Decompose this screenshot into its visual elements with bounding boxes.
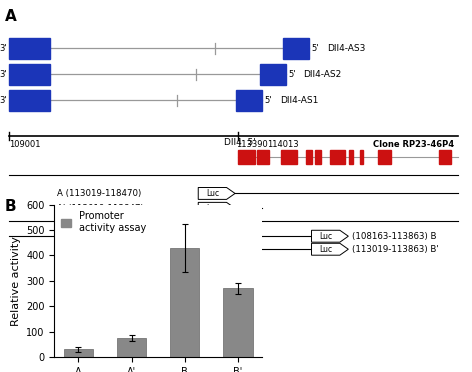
PathPatch shape [198,202,235,214]
PathPatch shape [198,187,235,199]
Bar [306,150,312,164]
Text: Clone RP23-46P4: Clone RP23-46P4 [373,140,454,149]
Text: (113019-113863) B': (113019-113863) B' [352,245,439,254]
Text: 3': 3' [0,70,7,79]
Bar [360,150,363,164]
Text: Luc: Luc [319,232,332,241]
Text: Dll4-AS1: Dll4-AS1 [280,96,318,105]
Text: Luc: Luc [319,245,332,254]
Bar [349,150,353,164]
Text: 114013: 114013 [267,140,298,149]
Bar [260,64,286,84]
Legend: Promoter
activity assay: Promoter activity assay [57,208,150,237]
Text: Dll4-AS2: Dll4-AS2 [303,70,342,79]
Bar [283,38,309,58]
Text: 5': 5' [264,96,272,105]
Text: 5': 5' [288,70,295,79]
Text: B: B [5,199,17,214]
Text: 3': 3' [0,44,7,53]
Text: (108163-113863) B: (108163-113863) B [352,232,437,241]
Bar [146,260,196,268]
Bar [9,90,50,111]
Bar [117,338,146,357]
Bar [330,150,345,164]
Bar [439,150,451,164]
Bar [378,150,391,164]
Text: 3': 3' [0,96,7,105]
Text: 109001: 109001 [9,140,41,149]
Text: 5': 5' [312,44,319,53]
Text: A' (113019-113847): A' (113019-113847) [57,204,143,213]
Bar [223,289,253,357]
Bar [257,150,269,164]
Text: 113390: 113390 [236,140,268,149]
Bar [9,38,50,58]
PathPatch shape [312,243,348,255]
Bar [64,350,93,357]
Text: Dll4  5': Dll4 5' [224,138,256,147]
Bar [236,90,262,111]
Bar [315,150,321,164]
Text: Luc: Luc [206,189,219,198]
PathPatch shape [312,230,348,242]
Text: A: A [5,9,17,24]
Text: Dual promoter: Dual promoter [138,271,204,280]
Text: Luc: Luc [206,204,219,213]
Bar [170,248,199,357]
Bar [238,150,255,164]
Bar [9,64,50,84]
Text: A (113019-118470): A (113019-118470) [57,189,141,198]
Bar [281,150,297,164]
Text: Dll4-AS3: Dll4-AS3 [327,44,365,53]
Y-axis label: Relative activity: Relative activity [10,236,20,326]
